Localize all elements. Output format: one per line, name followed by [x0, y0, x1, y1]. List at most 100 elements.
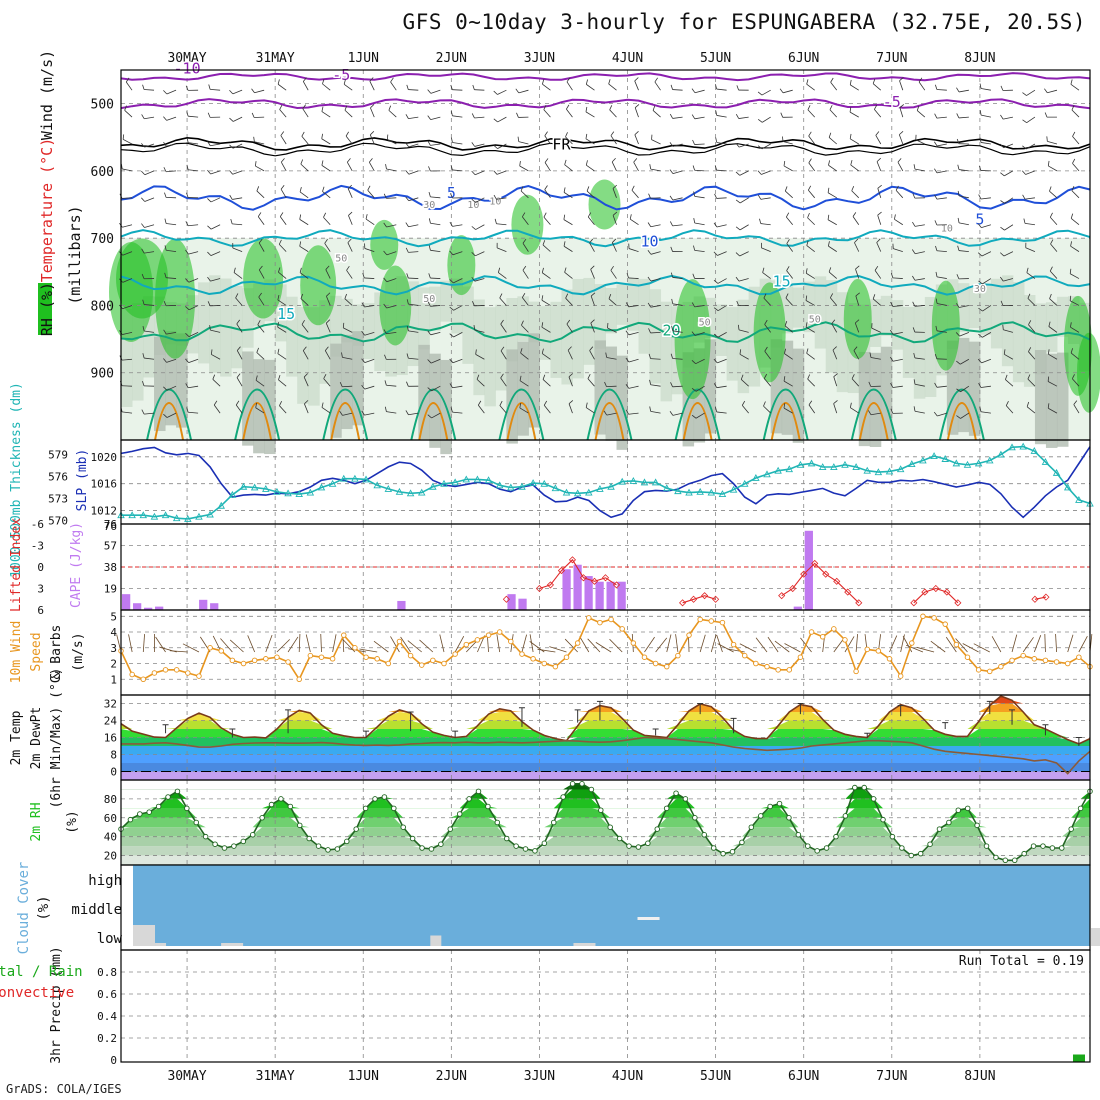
- upper-wind-barb: [408, 224, 419, 228]
- lifted-index-marker: [954, 599, 962, 607]
- upper-wind-barb-flag: [693, 218, 696, 224]
- upper-wind-barb: [958, 250, 969, 253]
- upper-wind-barb-flag: [1000, 114, 1004, 120]
- upper-wind-barb: [496, 223, 507, 226]
- isotherm-25-bubble: [146, 388, 193, 441]
- upper-wind-barb-flag: [449, 333, 454, 338]
- upper-wind-barb: [876, 242, 882, 252]
- rh-shade-mid: [286, 296, 298, 377]
- upper-wind-barb: [739, 251, 749, 257]
- upper-wind-barb: [279, 405, 287, 414]
- upper-wind-barb: [122, 331, 133, 335]
- upper-wind-barb: [500, 377, 507, 387]
- upper-wind-barb-flag: [855, 319, 860, 324]
- upper-wind-barb: [188, 411, 199, 414]
- lifted-index-marker: [590, 577, 599, 585]
- upper-wind-barb-flag: [714, 165, 718, 171]
- thickness-line-marker: [495, 481, 504, 489]
- low-cloud-fill: [221, 943, 244, 946]
- upper-wind-barb-flag: [779, 88, 784, 94]
- upper-wind-barb-flag: [692, 273, 695, 279]
- upper-wind-barb: [981, 114, 991, 118]
- upper-wind-barb-flag: [647, 302, 652, 308]
- thickness-line-marker: [429, 482, 437, 490]
- upper-wind-barb-flag: [236, 319, 241, 325]
- upper-wind-barb: [541, 326, 551, 333]
- upper-wind-barb-flag: [669, 113, 674, 119]
- upper-wind-barb-flag: [608, 293, 612, 299]
- upper-wind-barb: [739, 353, 749, 360]
- rh-shade-mid: [297, 306, 309, 404]
- wind-barb: [767, 636, 779, 653]
- upper-wind-barb-flag: [321, 133, 324, 139]
- upper-wind-barb: [959, 331, 970, 337]
- upper-wind-barb: [807, 109, 816, 118]
- upper-wind-barb: [609, 109, 617, 118]
- upper-wind-barb-flag: [185, 383, 189, 388]
- upper-wind-barb: [828, 137, 837, 145]
- wind-barb: [955, 638, 968, 653]
- upper-wind-barb: [370, 107, 375, 118]
- contour-label: 50: [335, 254, 347, 265]
- upper-wind-barb: [982, 305, 992, 312]
- rh-line-marker: [786, 815, 792, 821]
- thickness-line-marker: [607, 482, 615, 490]
- upper-wind-barb-flag: [626, 273, 629, 279]
- upper-wind-barb: [431, 412, 441, 419]
- rh-band: [121, 789, 1090, 799]
- lifted-index-marker: [910, 599, 918, 607]
- rh-shade-mid: [781, 286, 794, 334]
- isotherm-5: [120, 184, 1091, 211]
- upper-wind-barb: [258, 296, 265, 306]
- rh-tick-label: 80: [104, 793, 117, 806]
- upper-wind-barb: [786, 243, 794, 252]
- upper-wind-barb-flag: [346, 158, 351, 163]
- contour-label: -5: [883, 93, 901, 111]
- upper-wind-barb: [672, 303, 683, 306]
- upper-wind-barb: [301, 324, 309, 333]
- slp-thickness-panel: [117, 440, 1094, 524]
- upper-wind-barb-flag: [369, 77, 374, 82]
- upper-wind-barb-flag: [874, 265, 879, 271]
- upper-wind-barb-flag: [251, 112, 255, 118]
- upper-wind-barb: [496, 170, 507, 175]
- upper-wind-barb: [959, 358, 970, 365]
- upper-wind-barb: [544, 135, 551, 145]
- upper-wind-barb: [564, 272, 573, 279]
- rh-tick-label: 20: [104, 850, 117, 863]
- upper-wind-barb: [430, 249, 441, 253]
- upper-wind-barb-flag: [1028, 320, 1032, 325]
- upper-wind-barb: [894, 218, 904, 226]
- upper-wind-barb-flag: [235, 293, 239, 299]
- upper-wind-barb-flag: [449, 250, 454, 256]
- upper-wind-barb-flag: [164, 192, 167, 198]
- upper-wind-barb-flag: [207, 251, 212, 256]
- rh-shade-mid: [143, 296, 155, 378]
- wind-speed-line-marker: [1020, 652, 1026, 659]
- upper-wind-barb-flag: [608, 79, 611, 85]
- upper-wind-barb-flag: [323, 212, 327, 218]
- isotherm-25-bubble: [762, 388, 809, 441]
- upper-wind-barb: [672, 89, 683, 91]
- upper-wind-barb-flag: [303, 373, 308, 378]
- rh-saturated-blob: [753, 282, 786, 383]
- rh-line-marker: [240, 838, 247, 845]
- upper-wind-barb-flag: [850, 160, 853, 166]
- upper-wind-barb: [1026, 116, 1036, 123]
- upper-wind-barb-flag: [235, 400, 240, 406]
- upper-wind-barb: [303, 376, 309, 387]
- upper-wind-barb: [585, 111, 595, 118]
- upper-wind-barb: [650, 358, 661, 360]
- upper-wind-barb-flag: [500, 319, 504, 325]
- rh-shade-dark: [352, 331, 364, 426]
- upper-wind-barb-flag: [649, 164, 652, 170]
- rh-line-marker: [739, 839, 745, 846]
- contour-label: 50: [699, 318, 711, 329]
- upper-wind-barb: [980, 142, 991, 145]
- upper-wind-barb: [430, 358, 441, 364]
- thickness-line-marker: [752, 474, 760, 481]
- upper-wind-barb-flag: [784, 348, 786, 354]
- upper-wind-barb: [634, 80, 639, 91]
- upper-wind-barb-flag: [229, 117, 234, 122]
- upper-wind-barb-flag: [669, 195, 674, 201]
